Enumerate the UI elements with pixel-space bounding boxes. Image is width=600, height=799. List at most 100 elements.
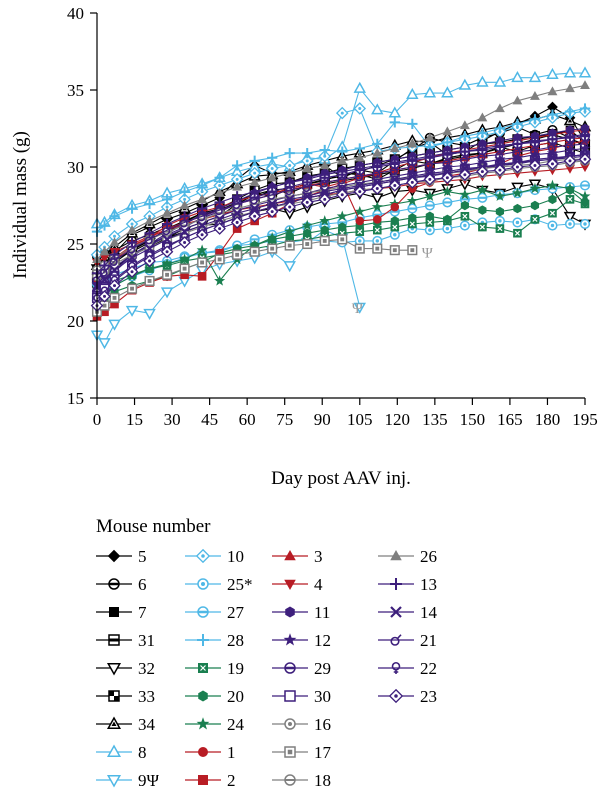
data-point bbox=[284, 168, 295, 177]
data-point bbox=[371, 201, 383, 212]
data-point bbox=[441, 171, 454, 185]
data-point bbox=[547, 101, 558, 113]
data-point bbox=[99, 220, 110, 231]
data-point bbox=[98, 290, 111, 303]
data-point bbox=[144, 234, 155, 245]
data-point bbox=[459, 220, 470, 231]
data-point bbox=[494, 103, 505, 113]
data-point bbox=[109, 292, 120, 303]
legend-title: Mouse number bbox=[96, 516, 211, 537]
data-point bbox=[110, 299, 119, 309]
data-point bbox=[109, 211, 120, 222]
data-point bbox=[214, 197, 225, 208]
data-point bbox=[580, 163, 590, 173]
legend-label: 11 bbox=[314, 603, 330, 622]
data-point bbox=[477, 151, 488, 162]
data-point bbox=[494, 123, 506, 134]
data-point bbox=[459, 146, 471, 157]
data-point bbox=[249, 186, 260, 197]
legend-item: 10 bbox=[185, 547, 244, 566]
data-point bbox=[300, 154, 314, 168]
data-point bbox=[284, 185, 295, 196]
data-point bbox=[161, 194, 173, 205]
x-tick-label: 135 bbox=[422, 410, 448, 429]
data-point bbox=[109, 265, 120, 276]
y-tick-label: 25 bbox=[67, 235, 84, 254]
data-point bbox=[337, 234, 348, 245]
data-point bbox=[353, 302, 366, 314]
legend-label: 33 bbox=[138, 687, 155, 706]
data-point bbox=[267, 181, 278, 193]
data-point bbox=[108, 319, 121, 331]
data-point bbox=[511, 160, 524, 174]
data-point bbox=[547, 141, 558, 153]
data-point bbox=[563, 154, 577, 168]
data-point bbox=[547, 134, 558, 145]
legend-item: 22 bbox=[378, 659, 437, 678]
data-point bbox=[565, 83, 575, 93]
legend-item: 28 bbox=[185, 631, 244, 650]
psi-annotation: Ψ bbox=[352, 301, 364, 317]
legend-label: 3 bbox=[314, 547, 323, 566]
data-point bbox=[390, 216, 399, 226]
data-point bbox=[579, 190, 591, 201]
data-point bbox=[144, 198, 155, 210]
legend-item: 1 bbox=[185, 743, 236, 762]
legend-label: 29 bbox=[314, 659, 331, 678]
data-point bbox=[302, 238, 313, 250]
legend-label: 27 bbox=[227, 603, 245, 622]
data-point bbox=[213, 179, 226, 192]
data-point bbox=[248, 209, 261, 223]
data-point bbox=[372, 215, 382, 224]
data-point bbox=[319, 160, 330, 170]
legend-item: 14 bbox=[378, 603, 438, 622]
legend-item: 18 bbox=[272, 771, 331, 790]
data-point bbox=[214, 188, 225, 197]
data-point bbox=[565, 164, 575, 174]
data-point bbox=[512, 95, 523, 105]
data-point bbox=[231, 160, 243, 171]
data-point bbox=[423, 173, 437, 186]
data-point bbox=[389, 157, 400, 168]
data-point bbox=[197, 257, 208, 268]
data-point bbox=[372, 168, 383, 179]
data-point bbox=[125, 305, 139, 317]
data-point bbox=[372, 243, 383, 254]
data-point bbox=[579, 180, 591, 191]
data-point bbox=[528, 70, 542, 83]
legend-item: 9Ψ bbox=[96, 771, 160, 790]
data-point bbox=[354, 235, 365, 246]
legend-label: 28 bbox=[227, 631, 244, 650]
legend-label: 14 bbox=[420, 603, 438, 622]
y-tick-label: 30 bbox=[67, 158, 84, 177]
data-point bbox=[267, 189, 278, 200]
data-point bbox=[370, 182, 384, 195]
y-tick-label: 15 bbox=[67, 389, 84, 408]
data-point bbox=[98, 338, 111, 350]
data-point bbox=[495, 206, 505, 217]
legend-label: 23 bbox=[420, 687, 437, 706]
legend-label: 34 bbox=[138, 715, 156, 734]
data-point bbox=[249, 155, 260, 166]
data-point bbox=[355, 227, 365, 236]
data-point bbox=[215, 248, 224, 258]
data-point bbox=[178, 236, 191, 249]
data-point bbox=[302, 163, 313, 173]
legend-item: 2 bbox=[185, 771, 236, 790]
data-point bbox=[442, 223, 453, 234]
data-point bbox=[546, 147, 558, 158]
data-point bbox=[162, 225, 172, 236]
data-point bbox=[565, 125, 575, 135]
legend-label: 13 bbox=[420, 575, 437, 594]
data-point bbox=[144, 262, 156, 274]
legend-item: 31 bbox=[96, 631, 155, 650]
data-point bbox=[127, 224, 137, 234]
data-point bbox=[511, 187, 523, 198]
x-tick-label: 180 bbox=[535, 410, 561, 429]
legend-item: 20 bbox=[185, 687, 244, 706]
data-point bbox=[441, 86, 454, 98]
data-point bbox=[425, 211, 434, 222]
legend-item: 33 bbox=[96, 687, 155, 706]
legend-label: 4 bbox=[314, 575, 323, 594]
legend-label: 22 bbox=[420, 659, 437, 678]
